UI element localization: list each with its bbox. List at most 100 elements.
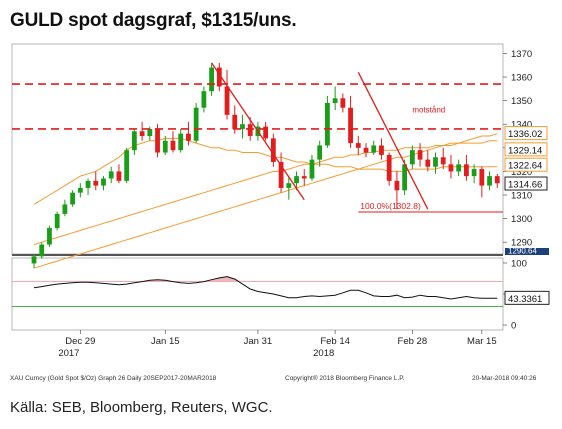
- candle-down: [386, 154, 392, 181]
- osc-overbought-fill: [142, 276, 243, 282]
- candle-down: [263, 126, 269, 139]
- y-tick-label: 1340: [511, 120, 532, 131]
- x-year-label: 2017: [58, 348, 79, 359]
- price-label-box: [504, 142, 548, 157]
- osc-value-label: 43.3361: [508, 294, 542, 305]
- x-tick-label: Jan 31: [244, 336, 273, 347]
- price-label-box: [504, 126, 548, 141]
- candle-up: [325, 102, 330, 146]
- y-tick-label: 1300: [511, 214, 532, 225]
- candle-down: [93, 180, 99, 186]
- candle-up: [54, 213, 60, 229]
- annotation-resistance: motstånd: [412, 105, 445, 114]
- y-tick-label: 1360: [511, 73, 532, 84]
- candle-down: [155, 128, 160, 153]
- osc-y-tick-label: 100: [511, 258, 527, 269]
- candle-up: [201, 91, 207, 108]
- candle-down: [224, 86, 230, 115]
- price-label: 1322.64: [508, 161, 542, 172]
- candle-down: [216, 67, 222, 87]
- candle-up: [131, 131, 137, 151]
- x-tick-label: Jan 15: [151, 336, 180, 347]
- candle-up: [77, 187, 83, 193]
- candle-up: [409, 150, 415, 165]
- candle-down: [440, 157, 446, 165]
- candle-down: [355, 143, 361, 148]
- candle-down: [116, 171, 122, 181]
- candle-down: [379, 145, 384, 155]
- candle-up: [62, 204, 68, 214]
- candle-down: [139, 131, 145, 137]
- candle-down: [247, 124, 253, 137]
- candle-down: [232, 114, 238, 129]
- candle-up: [162, 140, 168, 153]
- y-tick-label: 1350: [511, 96, 532, 107]
- candle-up: [108, 171, 114, 179]
- candle-down: [278, 161, 284, 188]
- chart-title: GULD spot dagsgraf, $1315/uns.: [10, 10, 297, 31]
- oscillator-line: [33, 276, 498, 300]
- price-label: 1290.64: [508, 247, 537, 256]
- ma-short-line: [33, 137, 498, 205]
- x-tick-label: Mar 15: [467, 336, 497, 347]
- candle-down: [448, 164, 454, 172]
- candle-down: [494, 176, 500, 184]
- candle-down: [348, 107, 353, 144]
- candle-up: [371, 145, 377, 153]
- price-panel-frame: [11, 43, 504, 255]
- candle-down: [463, 164, 469, 177]
- candlestick-layer: [31, 62, 500, 269]
- x-tick-label: Feb 28: [398, 336, 428, 347]
- candle-up: [70, 192, 76, 205]
- x-tick-label: Feb 14: [320, 336, 350, 347]
- candle-up: [402, 164, 408, 191]
- oscillator-panel-frame: [11, 257, 504, 331]
- osc-value-box: [504, 290, 550, 305]
- trend-line: [211, 62, 305, 201]
- osc-y-tick-label: 0: [511, 321, 516, 332]
- y-tick-label: 1290: [511, 238, 532, 249]
- y-tick-label: 1370: [511, 49, 532, 60]
- candle-down: [394, 180, 400, 191]
- price-label-box-low: [505, 248, 549, 255]
- candle-down: [417, 150, 423, 160]
- footer-left: XAU Curncy (Gold Spot $/Oz) Graph 26 Dai…: [10, 375, 217, 382]
- price-label: 1314.66: [508, 180, 542, 191]
- annotation-retracement: 100.0%(1302.8): [360, 201, 421, 211]
- candle-up: [47, 228, 52, 245]
- candle-down: [301, 176, 307, 179]
- candle-up: [286, 183, 292, 188]
- footer-right: 20-Mar-2018 09:40:26: [472, 375, 537, 382]
- candle-up: [471, 169, 477, 177]
- candle-down: [170, 140, 176, 151]
- candle-up: [193, 107, 199, 141]
- candle-up: [147, 128, 153, 137]
- price-label-box: [504, 157, 548, 172]
- source-note: Källa: SEB, Bloomberg, Reuters, WGC.: [10, 399, 273, 416]
- price-label: 1329.14: [508, 145, 542, 156]
- candle-down: [425, 159, 431, 167]
- candle-up: [317, 145, 323, 160]
- candle-up: [85, 180, 91, 188]
- x-year-label: 2018: [313, 348, 334, 359]
- candle-down: [479, 169, 485, 186]
- y-tick-label: 1310: [511, 191, 532, 202]
- candle-up: [456, 164, 462, 172]
- x-tick-label: Dec 29: [65, 336, 95, 347]
- trend-line: [357, 72, 429, 210]
- axis-layer: Dec 29 Jan 15 Jan 31 Feb 14 Feb 28 Mar 15 2017…: [58, 49, 549, 359]
- candle-up: [124, 150, 130, 181]
- candle-down: [270, 138, 276, 162]
- candle-up: [433, 157, 438, 167]
- overlay-layer: motstånd 100.0%(1302.8): [12, 62, 503, 213]
- candle-down: [186, 133, 191, 141]
- price-label: 1336.02: [508, 129, 542, 140]
- price-label-box: [504, 176, 548, 191]
- candle-down: [340, 98, 346, 108]
- candle-up: [487, 176, 492, 186]
- candle-up: [178, 133, 184, 151]
- candle-up: [294, 176, 299, 184]
- candle-up: [209, 67, 214, 92]
- chart-frame: [11, 43, 504, 331]
